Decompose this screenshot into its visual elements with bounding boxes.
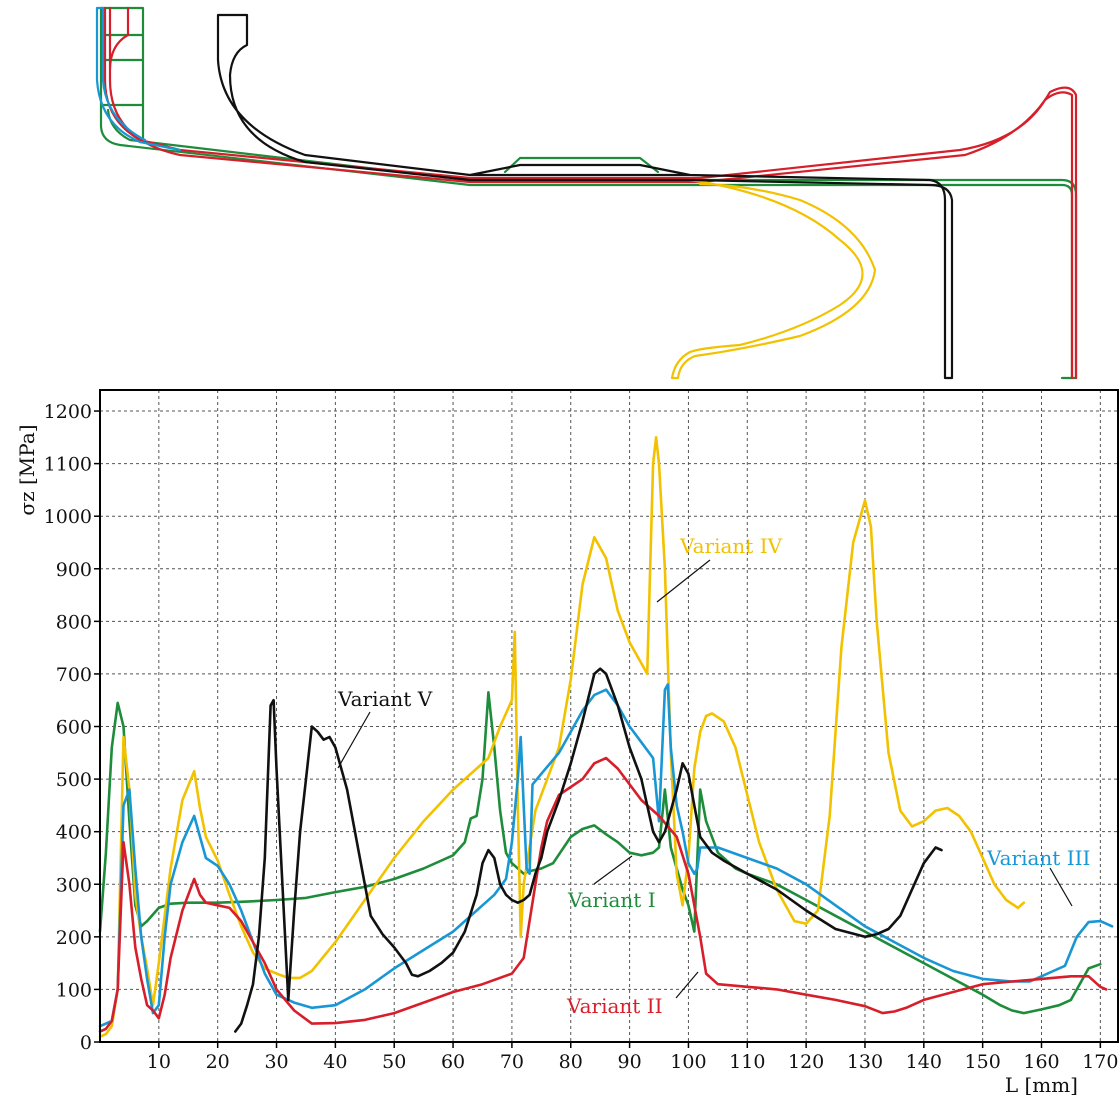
annotation-variant-iii: Variant III xyxy=(986,846,1090,870)
tick-labels: 10 20 30 40 50 60 70 80 90 100 110 120 130 140 150 160 1… xyxy=(44,401,1119,1073)
x-tick-label: 130 xyxy=(847,1051,883,1073)
x-tick-label: 50 xyxy=(382,1051,406,1073)
y-tick-label: 600 xyxy=(56,717,92,739)
x-tick-label: 110 xyxy=(729,1051,765,1073)
x-tick-label: 70 xyxy=(500,1051,524,1073)
profile-variant-iii xyxy=(95,6,182,152)
x-tick-label: 80 xyxy=(559,1051,583,1073)
x-tick-label: 20 xyxy=(206,1051,230,1073)
annotation-variant-v: Variant V xyxy=(337,687,433,711)
plot-frame xyxy=(99,389,1119,1043)
x-tick-label: 140 xyxy=(906,1051,942,1073)
y-tick-label: 0 xyxy=(80,1032,92,1054)
y-tick-label: 700 xyxy=(56,664,92,686)
leader-variant-ii xyxy=(675,971,699,999)
x-tick-label: 30 xyxy=(264,1051,288,1073)
grid-lines xyxy=(100,390,1118,1042)
series-line-variant-iii xyxy=(98,683,1114,1028)
y-tick-label: 500 xyxy=(56,769,92,791)
y-tick-label: 200 xyxy=(56,927,92,949)
x-tick-label: 90 xyxy=(618,1051,642,1073)
x-axis-label: L [mm] xyxy=(1005,1073,1078,1097)
y-tick-label: 1000 xyxy=(44,506,92,528)
y-tick-label: 1200 xyxy=(44,401,92,423)
leader-variant-v xyxy=(337,711,371,769)
x-tick-label: 170 xyxy=(1082,1051,1118,1073)
y-tick-label: 100 xyxy=(56,979,92,1001)
x-tick-label: 40 xyxy=(323,1051,347,1073)
series-line-variant-iv xyxy=(98,436,1026,1038)
y-axis-label: σz [MPa] xyxy=(15,424,39,515)
annotation-variant-i: Variant I xyxy=(567,888,656,912)
profile-variant-ii xyxy=(103,6,1078,380)
x-tick-label: 160 xyxy=(1023,1051,1059,1073)
leader-variant-iv xyxy=(656,559,711,603)
series-line-variant-i xyxy=(98,691,1102,1015)
x-tick-label: 120 xyxy=(788,1051,824,1073)
y-tick-label: 800 xyxy=(56,611,92,633)
series-layer xyxy=(98,436,1114,1038)
series-line-variant-v xyxy=(234,667,943,1033)
series-line-variant-ii xyxy=(98,756,1108,1033)
leader-variant-i xyxy=(593,855,633,885)
y-tick-label: 900 xyxy=(56,559,92,581)
profile-variant-v xyxy=(216,13,954,380)
profile-variant-iv xyxy=(670,178,877,380)
x-tick-label: 60 xyxy=(441,1051,465,1073)
y-tick-label: 400 xyxy=(56,822,92,844)
annotation-variant-iv: Variant IV xyxy=(679,534,783,558)
x-tick-label: 100 xyxy=(670,1051,706,1073)
section-profiles-diagram xyxy=(95,6,1078,380)
y-tick-label: 1100 xyxy=(44,454,92,476)
annotation-variant-ii: Variant II xyxy=(566,994,663,1018)
y-tick-label: 300 xyxy=(56,874,92,896)
annotations: Variant IV Variant V Variant I Variant I… xyxy=(337,534,1090,1018)
x-tick-label: 150 xyxy=(965,1051,1001,1073)
leader-variant-iii xyxy=(1049,867,1073,907)
profile-variant-i xyxy=(99,6,1078,380)
x-tick-label: 10 xyxy=(147,1051,171,1073)
